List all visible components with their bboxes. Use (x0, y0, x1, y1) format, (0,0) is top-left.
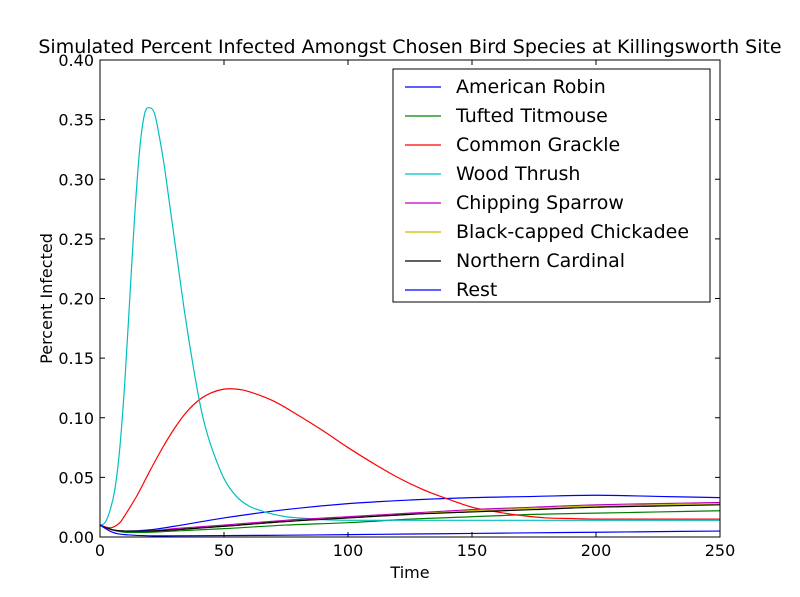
series-line-common-grackle (99, 388, 720, 529)
legend-label: American Robin (456, 76, 606, 98)
y-tick-label: 0.05 (58, 468, 94, 487)
x-tick-label: 250 (705, 541, 736, 560)
y-tick-label: 0.35 (58, 111, 94, 130)
legend-label: Rest (456, 279, 497, 301)
series-line-rest (99, 524, 721, 537)
x-tick-label: 150 (457, 541, 488, 560)
y-axis: 0.00 0.05 0.10 0.15 0.20 0.25 0.30 0.35 0.40 (58, 51, 720, 547)
legend-label: Chipping Sparrow (456, 192, 624, 214)
legend-label: Common Grackle (456, 134, 620, 156)
legend-label: Northern Cardinal (456, 250, 625, 272)
legend-label: Tufted Titmouse (455, 105, 608, 127)
y-tick-label: 0.40 (58, 51, 94, 70)
chart-title: Simulated Percent Infected Amongst Chose… (38, 36, 781, 58)
x-tick-label: 50 (214, 541, 234, 560)
legend-box (392, 68, 711, 303)
x-axis-label: Time (389, 563, 429, 582)
y-tick-label: 0.00 (58, 528, 94, 547)
plot-lines (99, 107, 721, 537)
series-line-tufted-titmouse (99, 510, 721, 534)
y-tick-label: 0.30 (58, 170, 94, 189)
y-tick-label: 0.20 (58, 290, 94, 309)
y-tick-label: 0.25 (58, 230, 94, 249)
x-axis: 0 50 100 150 200 250 (95, 60, 735, 560)
legend-label: Black-capped Chickadee (456, 221, 689, 243)
x-tick-label: 0 (95, 541, 105, 560)
legend-label: Wood Thrush (456, 163, 580, 185)
x-tick-label: 100 (333, 541, 364, 560)
x-tick-label: 200 (581, 541, 612, 560)
y-tick-label: 0.15 (58, 349, 94, 368)
legend: American Robin Tufted Titmouse Common Grac… (392, 68, 711, 303)
y-tick-label: 0.10 (58, 409, 94, 428)
series-line-northern-cardinal (99, 504, 721, 532)
y-axis-label: Percent Infected (37, 233, 56, 364)
